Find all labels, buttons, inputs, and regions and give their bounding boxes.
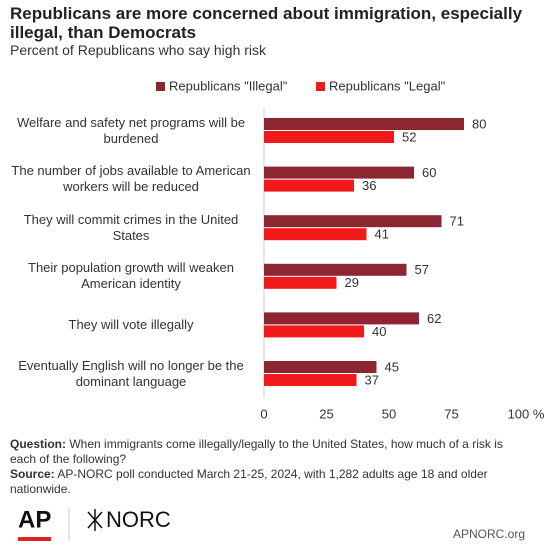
chart-title: Republicans are more concerned about imm… xyxy=(10,4,523,42)
bar xyxy=(264,374,357,386)
question-label: Question: xyxy=(10,437,66,451)
bar xyxy=(264,312,419,325)
value-label: 80 xyxy=(472,116,486,131)
value-label: 37 xyxy=(365,372,379,387)
value-label: 52 xyxy=(402,129,416,144)
bar xyxy=(264,361,377,373)
legend-label: Republicans "Legal" xyxy=(329,78,446,93)
legend-label: Republicans "Illegal" xyxy=(169,78,288,93)
category-label: Welfare and safety net programs will be … xyxy=(16,114,246,146)
source-text: AP-NORC poll conducted March 21-25, 2024… xyxy=(10,467,488,496)
bar xyxy=(264,276,337,289)
bar xyxy=(264,179,354,192)
x-tick-label: 0 xyxy=(260,406,267,421)
value-label: 62 xyxy=(427,311,441,326)
value-label: 57 xyxy=(415,262,429,277)
site-url: APNORC.org xyxy=(453,527,525,541)
category-label: Their population growth will weaken Amer… xyxy=(28,260,234,292)
x-tick-label: 75 xyxy=(444,406,458,421)
category-label: They will commit crimes in the United St… xyxy=(23,211,239,243)
value-label: 45 xyxy=(385,359,399,374)
value-label: 60 xyxy=(422,165,436,180)
category-label: The number of jobs available to American… xyxy=(11,163,251,195)
category-label: Eventually English will no longer be the… xyxy=(18,357,244,389)
bar xyxy=(264,215,442,228)
bar xyxy=(264,228,367,241)
question-note: Question: When immigrants come illegally… xyxy=(10,437,530,497)
norc-logo: NORC xyxy=(106,507,171,532)
value-label: 40 xyxy=(372,324,386,339)
bar xyxy=(264,325,364,338)
x-tick-label: 100 % xyxy=(508,406,545,421)
value-label: 71 xyxy=(450,214,464,229)
x-tick-label: 50 xyxy=(382,406,396,421)
ap-logo: AP xyxy=(18,506,51,533)
norc-symbol xyxy=(87,509,103,531)
bar xyxy=(264,131,394,143)
bar xyxy=(264,118,464,130)
legend-swatch xyxy=(156,82,165,91)
bar xyxy=(264,263,407,276)
x-tick-label: 25 xyxy=(319,406,333,421)
chart-subtitle: Percent of Republicans who say high risk xyxy=(10,42,267,58)
bar xyxy=(264,166,414,179)
category-label: They will vote illegally xyxy=(68,316,194,332)
ap-logo-underline xyxy=(18,537,51,541)
legend-swatch xyxy=(316,82,325,91)
value-label: 41 xyxy=(375,227,389,242)
value-label: 36 xyxy=(362,178,376,193)
source-label: Source: xyxy=(10,467,55,481)
value-label: 29 xyxy=(345,275,359,290)
question-text: When immigrants come illegally/legally t… xyxy=(10,437,503,466)
